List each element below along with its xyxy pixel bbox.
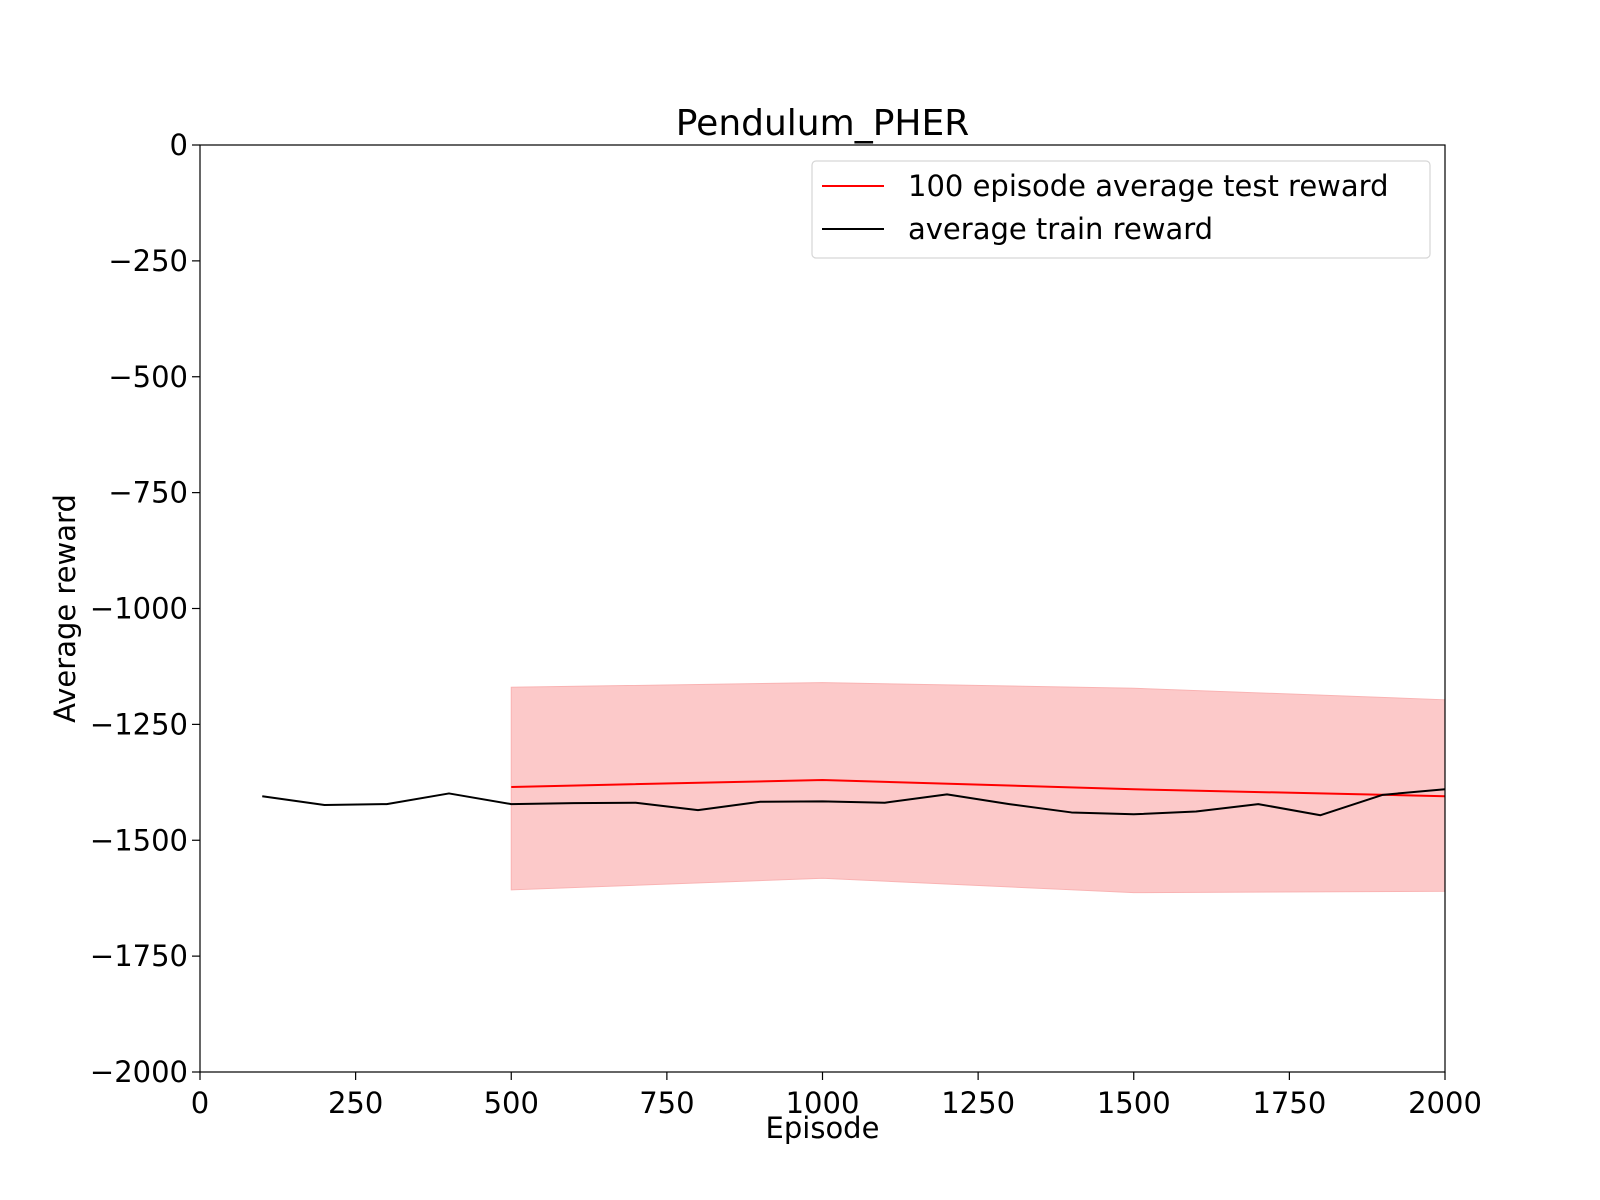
y-tick-label: −1500: [90, 823, 188, 857]
x-tick-label: 0: [191, 1086, 209, 1120]
y-tick-label: −500: [108, 360, 188, 394]
legend-box: [811, 160, 1431, 259]
x-tick-label: 750: [639, 1086, 694, 1120]
legend: 100 episode average test reward average t…: [811, 160, 1431, 259]
legend-label-0: 100 episode average test reward: [908, 169, 1388, 203]
series-band-0: [510, 682, 1446, 894]
y-tick-label: −750: [108, 476, 188, 510]
series-line-1: [262, 788, 1446, 817]
y-tick-label: −1000: [90, 592, 188, 626]
x-tick-label: 2000: [1408, 1086, 1482, 1120]
series-line-0: [511, 778, 1446, 798]
y-tick-label: −2000: [90, 1055, 188, 1089]
chart-title: Pendulum_PHER: [676, 103, 969, 144]
x-tick-label: 250: [328, 1086, 383, 1120]
x-axis-ticks: 0 250 500 750 1000 1250 1500 1750 2000: [191, 1072, 1482, 1120]
y-axis-ticks: 0 −250 −500 −750 −1000 −1250 −1500 −1750 −2000: [90, 128, 200, 1089]
x-tick-label: 1000: [786, 1086, 860, 1120]
series-lines: [262, 778, 1446, 817]
y-tick-label: −1250: [90, 707, 188, 741]
y-tick-label: 0: [170, 128, 188, 162]
y-tick-label: −1750: [90, 939, 188, 973]
confidence-bands: [510, 682, 1446, 894]
x-axis-label: Episode: [766, 1111, 880, 1145]
plot-area-frame: [199, 144, 1446, 1073]
x-tick-label: 1750: [1252, 1086, 1326, 1120]
y-axis-label: Average reward: [48, 494, 82, 723]
x-tick-label: 1250: [941, 1086, 1015, 1120]
legend-label-1: average train reward: [908, 212, 1213, 246]
x-tick-label: 500: [484, 1086, 539, 1120]
x-tick-label: 1500: [1097, 1086, 1171, 1120]
y-tick-label: −250: [108, 244, 188, 278]
